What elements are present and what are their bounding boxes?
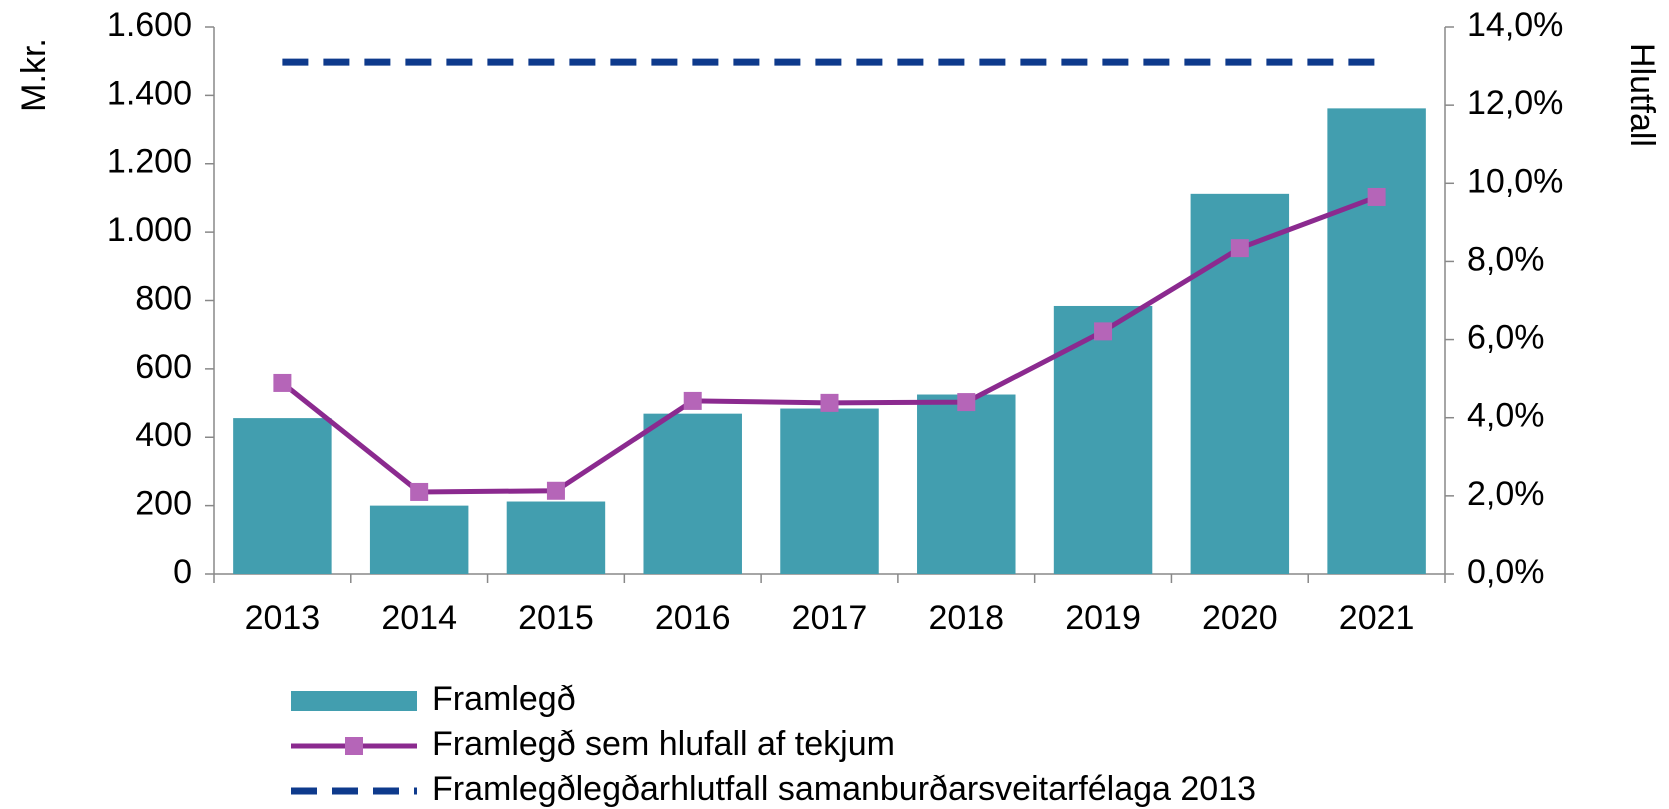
x-tick-label: 2016: [655, 599, 731, 637]
y2-tick-label: 2,0%: [1467, 475, 1545, 513]
marker: [273, 373, 292, 392]
bar: [1327, 108, 1426, 575]
y-tick-label: 600: [135, 348, 192, 386]
bar: [643, 413, 742, 574]
bar: [917, 394, 1016, 574]
marker: [1230, 239, 1249, 258]
y-tick-label: 0: [173, 553, 192, 591]
bar: [233, 418, 332, 574]
y-tick-label: 200: [135, 485, 192, 523]
legend-label: Framlegðlegðarhlutfall samanburðarsveita…: [432, 770, 1256, 808]
y2-axis-label: Hlutfall: [1623, 43, 1661, 147]
marker: [546, 481, 565, 500]
legend-label: Framlegð: [432, 680, 576, 718]
y2-tick-label: 10,0%: [1467, 162, 1563, 200]
x-tick-label: 2015: [518, 599, 594, 637]
y2-tick-label: 14,0%: [1467, 6, 1563, 44]
x-tick-label: 2014: [381, 599, 457, 637]
x-tick-label: 2018: [928, 599, 1004, 637]
x-tick-label: 2013: [245, 599, 321, 637]
y-axis-label: M.kr.: [15, 38, 53, 112]
y-tick-label: 1.600: [107, 6, 192, 44]
y2-tick-label: 12,0%: [1467, 84, 1563, 122]
legend-swatch: [291, 691, 417, 711]
bar: [1053, 305, 1153, 574]
y2-tick-label: 8,0%: [1467, 240, 1545, 278]
bar: [369, 505, 469, 574]
x-tick-label: 2021: [1339, 599, 1415, 637]
x-tick-label: 2019: [1065, 599, 1141, 637]
y-tick-label: 800: [135, 279, 192, 317]
y-tick-label: 1.000: [107, 211, 192, 249]
marker: [410, 482, 429, 501]
y-tick-label: 1.400: [107, 74, 192, 112]
legend-marker: [345, 737, 363, 755]
x-tick-label: 2017: [792, 599, 868, 637]
marker: [820, 393, 839, 412]
y2-tick-label: 6,0%: [1467, 319, 1545, 357]
y2-tick-label: 0,0%: [1467, 553, 1545, 591]
marker: [957, 393, 976, 412]
marker: [1367, 187, 1386, 206]
y-tick-label: 400: [135, 416, 192, 454]
bar: [1190, 193, 1290, 574]
marker: [1094, 322, 1113, 341]
x-tick-label: 2020: [1202, 599, 1278, 637]
legend-label: Framlegð sem hlufall af tekjum: [432, 725, 895, 763]
y2-tick-label: 4,0%: [1467, 397, 1545, 435]
marker: [683, 391, 702, 410]
bar: [780, 408, 879, 574]
bar: [506, 501, 606, 574]
y-tick-label: 1.200: [107, 143, 192, 181]
